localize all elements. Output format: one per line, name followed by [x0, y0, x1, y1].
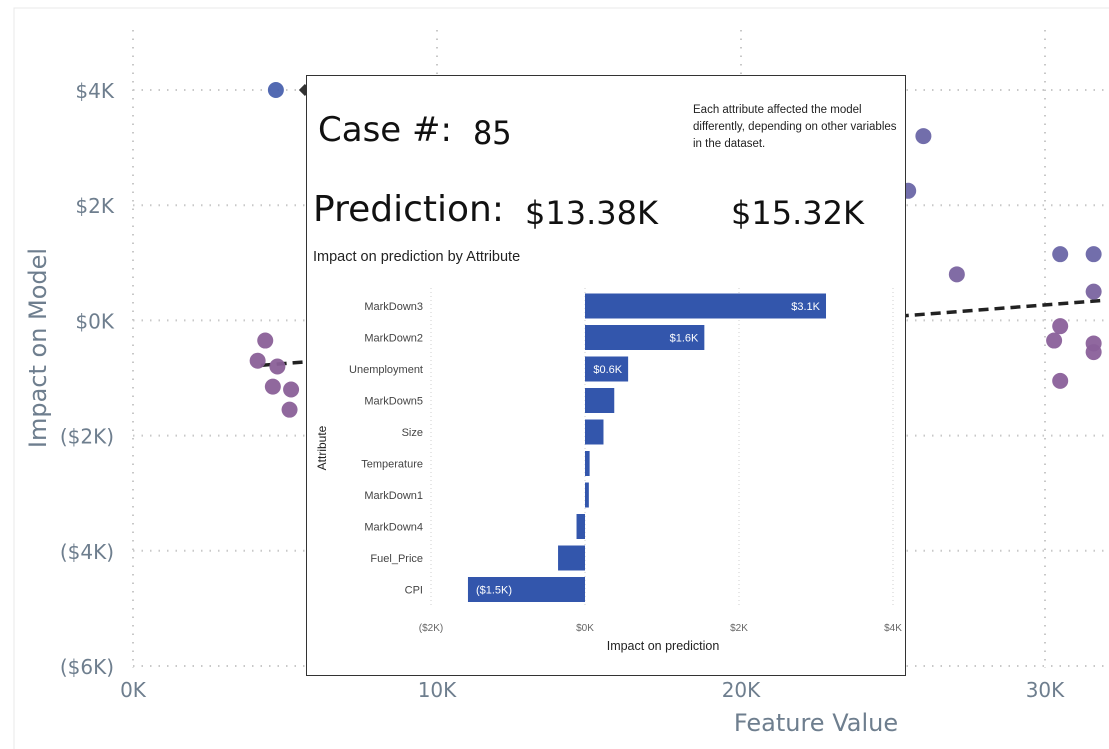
- y-tick-label: $4K: [75, 79, 114, 103]
- y-tick-label: $0K: [75, 309, 114, 333]
- bar-data-label: $3.1K: [791, 301, 820, 313]
- impact-bar: [585, 356, 629, 382]
- bar-data-label: $1.6K: [670, 333, 699, 345]
- scatter-point: [267, 82, 284, 98]
- impact-bar: [558, 545, 585, 571]
- attribute-label: Temperature: [361, 459, 423, 471]
- case-label: Case #:: [318, 110, 452, 150]
- bar-data-label: $0.6K: [593, 364, 622, 376]
- bar-y-axis-title: Attribute: [315, 425, 329, 470]
- impact-bar: [585, 325, 705, 350]
- impact-bar: [585, 388, 615, 413]
- scatter-point: [948, 266, 965, 283]
- bar-x-axis-title: Impact on prediction: [607, 639, 720, 653]
- impact-bar: [576, 514, 585, 539]
- attribute-label: MarkDown3: [364, 301, 423, 313]
- impact-bar: [585, 482, 589, 508]
- scatter-point: [269, 358, 286, 375]
- x-tick-label: 30K: [1026, 678, 1065, 702]
- impact-bar: [585, 451, 590, 476]
- scatter-point: [1085, 283, 1102, 300]
- attribute-label: MarkDown1: [364, 490, 423, 502]
- scatter-point: [1052, 318, 1069, 335]
- x-tick-label: 20K: [722, 678, 761, 702]
- y-tick-label: ($6K): [60, 655, 114, 679]
- bar-chart-title: Impact on prediction by Attribute: [313, 249, 521, 265]
- scatter-point: [1052, 372, 1069, 389]
- attribute-label: Size: [402, 427, 423, 439]
- impact-bar-chart: ($2K) $0K $2K $4K MarkDown3 $3.1K MarkDown2 $1.…: [315, 288, 902, 653]
- scatter-point: [264, 378, 281, 395]
- scatter-point: [1046, 332, 1063, 349]
- attribute-label: MarkDown5: [364, 396, 423, 408]
- attribute-label: MarkDown4: [364, 522, 423, 534]
- case-value: 85: [473, 114, 512, 152]
- explanation-note: Each attribute affected the model differ…: [693, 104, 897, 150]
- attribute-label: MarkDown2: [364, 333, 423, 345]
- impact-bar: [585, 293, 827, 319]
- scatter-point: [283, 381, 300, 398]
- bar-x-tick-label: $0K: [576, 623, 594, 634]
- bar-x-tick-label: ($2K): [419, 623, 443, 634]
- bar-x-tick-label: $4K: [884, 623, 902, 634]
- x-tick-label: 10K: [418, 678, 457, 702]
- y-tick-label: $2K: [75, 194, 114, 218]
- bar-x-tick-label: $2K: [730, 623, 748, 634]
- attribute-label: CPI: [405, 585, 423, 597]
- y-tick-label: ($2K): [60, 425, 114, 449]
- scatter-point: [915, 128, 932, 145]
- attribute-label: Fuel_Price: [370, 553, 423, 565]
- scatter-point: [1052, 246, 1069, 263]
- impact-bar: [467, 577, 585, 602]
- prediction-value-2: $15.32K: [731, 194, 864, 232]
- scatter-point: [281, 401, 298, 418]
- y-axis-title: Impact on Model: [24, 248, 52, 448]
- x-axis-title: Feature Value: [734, 709, 898, 737]
- scatter-point: [1085, 344, 1102, 361]
- attribute-label: Unemployment: [349, 364, 423, 376]
- scatter-point: [1085, 246, 1102, 263]
- prediction-value-1: $13.38K: [525, 194, 658, 232]
- y-tick-label: ($4K): [60, 540, 114, 564]
- x-tick-label: 0K: [120, 678, 147, 702]
- scatter-point: [249, 352, 266, 369]
- scatter-point: [257, 332, 274, 349]
- impact-bar: [585, 419, 604, 445]
- chart-frame: [13, 7, 1109, 749]
- prediction-tooltip: Case #: 85 Each attribute affected the m…: [306, 75, 906, 676]
- bar-data-label: ($1.5K): [476, 585, 512, 597]
- prediction-label: Prediction:: [313, 189, 504, 230]
